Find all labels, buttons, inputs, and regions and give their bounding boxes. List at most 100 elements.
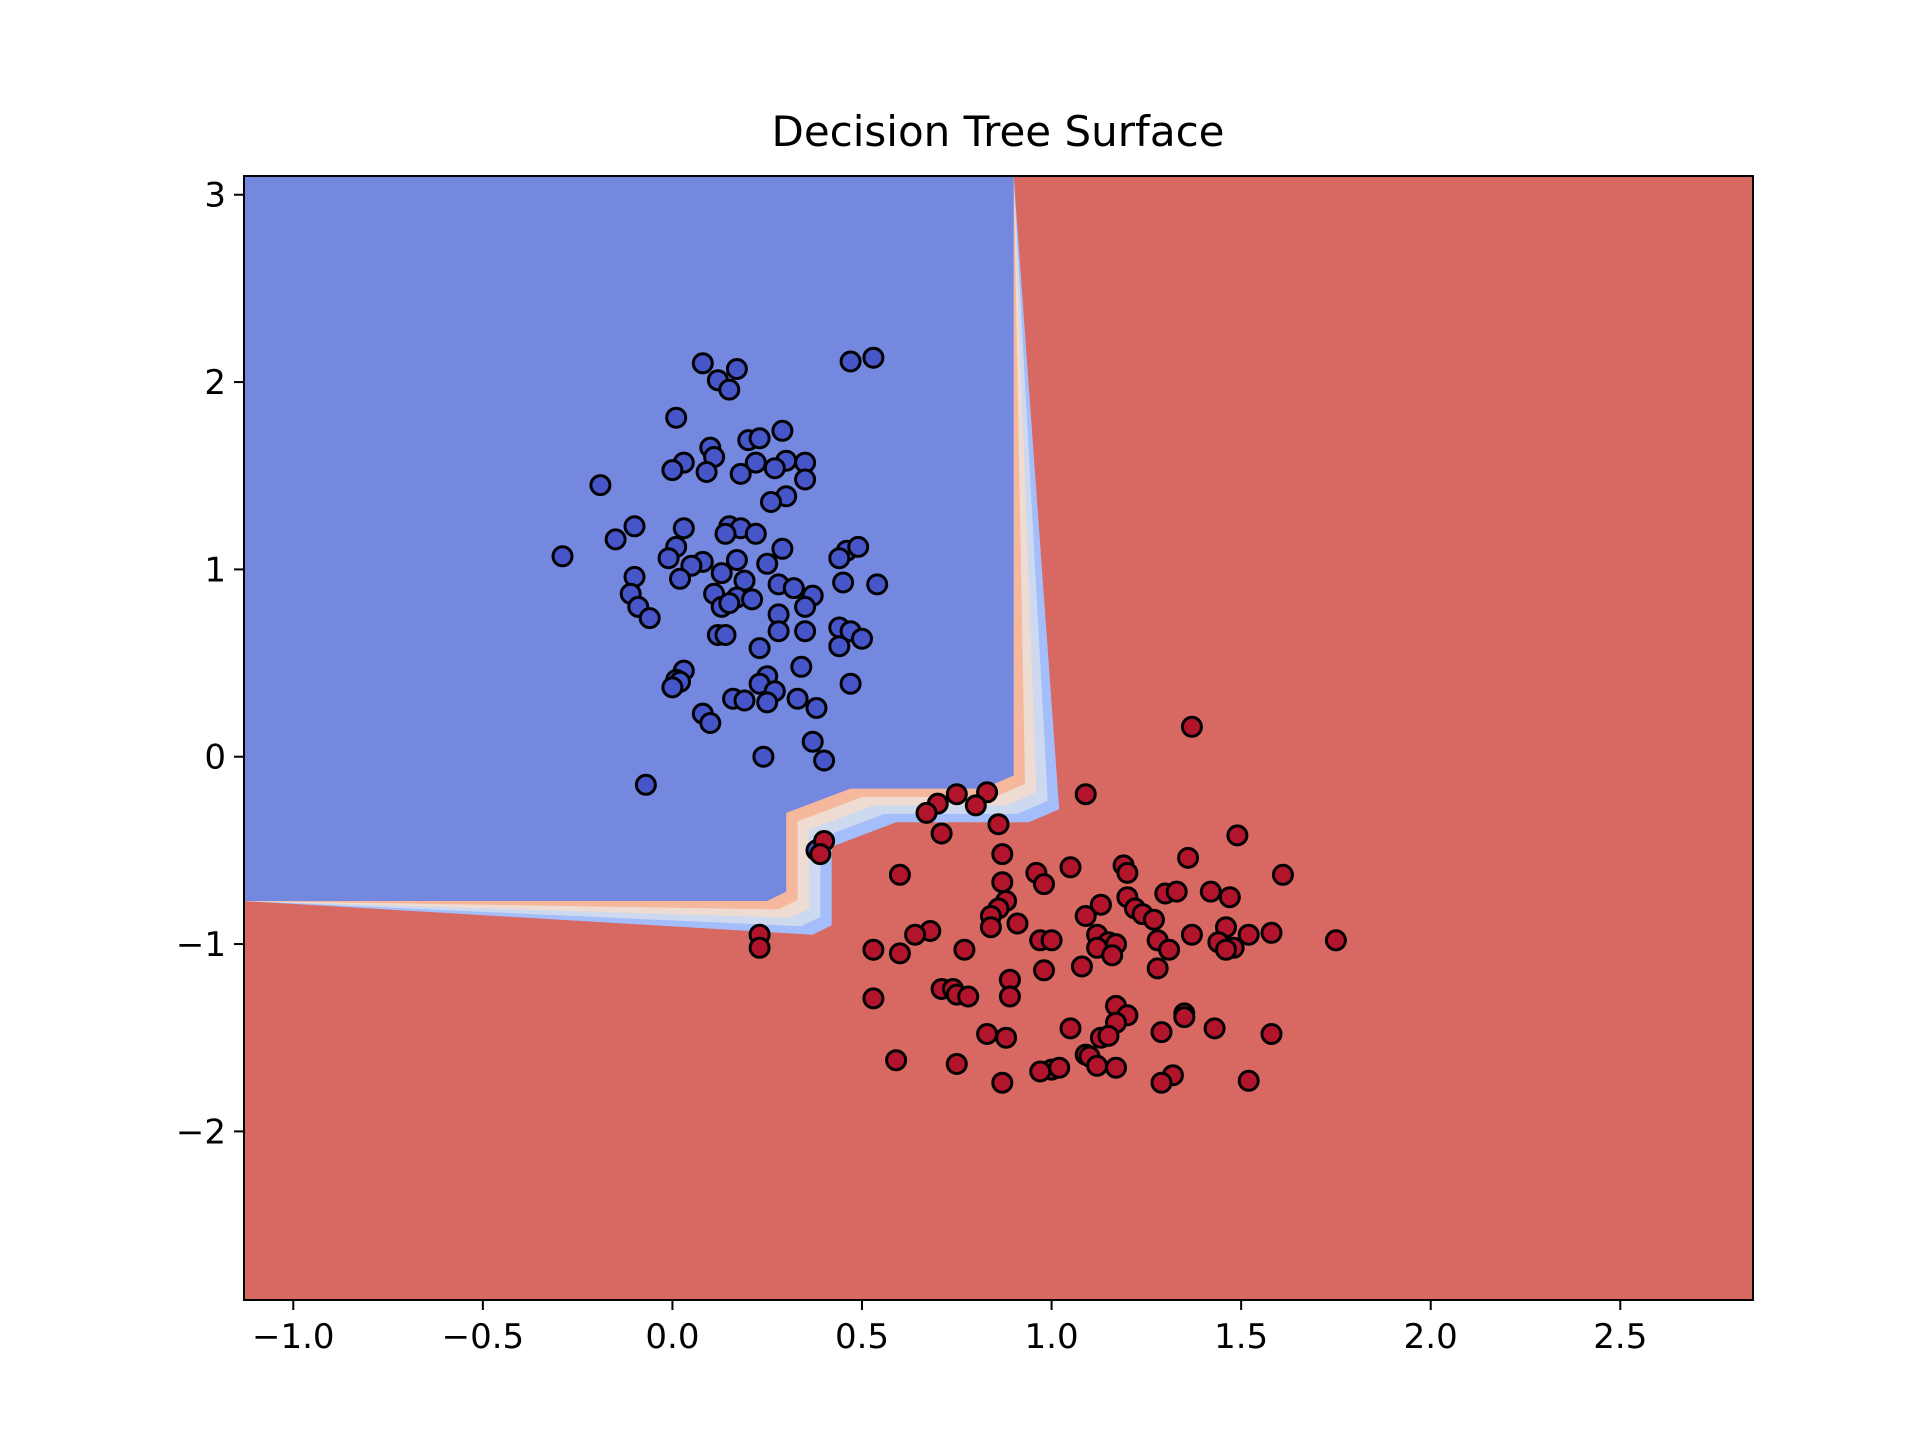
decision-regions [244,176,1753,1300]
point-class-1-46 [1040,929,1063,952]
point-class-0-75 [661,676,684,699]
point-class-1-18 [1271,863,1294,886]
point-class-0-40 [756,552,779,575]
point-class-0-86 [801,730,824,753]
point-class-1-56 [862,938,885,961]
point-class-1-43 [1260,921,1283,944]
x-tick-label: 1.5 [1214,1317,1268,1357]
point-class-1-78 [976,1023,999,1045]
point-class-0-5 [862,346,885,369]
y-tick-label: −1 [176,925,226,965]
point-class-1-89 [1029,1060,1052,1083]
point-class-0-19 [763,457,786,480]
point-class-1-81 [1097,1024,1120,1047]
point-class-1-63 [1070,955,1093,978]
point-class-0-6 [665,406,688,429]
point-class-1-79 [995,1026,1018,1049]
point-class-1-61 [1146,957,1169,980]
point-class-0-7 [771,419,794,442]
point-class-1-7 [987,813,1010,836]
point-class-1-42 [1237,923,1260,946]
point-class-1-25 [1218,886,1241,909]
point-class-1-53 [1158,938,1181,961]
y-axis: −2 −1 0 1 2 3 [176,176,244,1152]
point-class-1-21 [991,871,1014,894]
point-class-0-41 [828,547,851,570]
point-class-1-35 [1006,912,1029,935]
point-class-0-9 [748,427,771,450]
x-tick-label: 1.0 [1025,1317,1079,1357]
point-class-0-1 [725,358,748,380]
point-class-1-6 [964,794,987,817]
point-class-1-16 [1116,861,1139,884]
point-class-0-47 [782,577,805,600]
scatter-points [551,346,1347,1094]
point-class-1-64 [1324,929,1347,952]
point-class-0-0 [691,352,714,375]
point-class-1-41 [1180,923,1203,946]
point-class-0-85 [699,712,722,734]
point-class-0-25 [672,517,695,540]
point-class-0-43 [669,567,691,590]
point-class-1-24 [1165,880,1188,903]
y-tick-label: −2 [176,1112,226,1152]
point-class-1-91 [945,1053,968,1075]
point-class-1-87 [1105,1056,1127,1079]
point-class-0-34 [847,535,870,558]
point-class-1-55 [748,936,771,959]
point-class-0-80 [733,689,756,712]
point-class-0-17 [695,461,718,483]
point-class-1-68 [957,985,980,1008]
point-class-0-77 [839,672,862,695]
point-class-1-75 [1059,1017,1082,1040]
point-class-1-20 [1033,873,1055,896]
point-class-1-95 [991,1071,1014,1094]
plot-frame [243,175,1754,1301]
point-class-0-65 [767,620,790,643]
point-class-0-87 [752,745,775,768]
point-class-1-34 [1142,908,1165,931]
point-class-1-36 [979,916,1002,939]
point-class-0-36 [657,547,680,570]
point-class-1-3 [1074,783,1097,806]
point-class-1-83 [1260,1023,1283,1045]
x-tick-label: −1.0 [252,1317,335,1357]
point-class-1-54 [1215,938,1237,961]
point-class-1-86 [1086,1054,1109,1077]
point-class-1-77 [1203,1017,1226,1040]
point-class-0-32 [771,537,794,560]
y-tick-label: 1 [204,550,226,590]
x-tick-label: −0.5 [442,1317,525,1357]
point-class-0-67 [851,627,873,650]
point-class-0-68 [828,635,851,658]
point-class-1-58 [953,938,976,961]
point-class-1-11 [809,843,832,866]
point-class-1-9 [1226,824,1249,847]
point-class-1-33 [1074,905,1097,927]
point-class-1-2 [945,783,968,806]
point-class-1-94 [1237,1069,1260,1092]
point-class-1-69 [998,985,1021,1008]
x-tick-label: 2.5 [1593,1317,1647,1357]
point-class-0-89 [634,773,657,796]
point-class-0-35 [551,545,574,568]
x-tick-label: 0.0 [645,1317,699,1357]
point-class-1-8 [930,822,953,845]
point-class-0-49 [866,573,889,596]
point-class-0-20 [794,468,817,491]
point-class-0-81 [786,687,809,710]
point-class-1-96 [1048,1056,1071,1079]
point-class-1-15 [1059,856,1082,879]
point-class-0-64 [714,624,737,646]
point-class-0-13 [744,451,767,474]
y-tick-label: 3 [204,176,226,216]
point-class-0-39 [725,549,748,571]
point-class-1-90 [885,1049,908,1072]
point-class-0-69 [748,637,771,660]
point-class-0-56 [741,588,764,611]
point-class-0-59 [638,607,661,630]
point-class-0-18 [729,462,752,485]
point-class-0-3 [718,378,741,401]
